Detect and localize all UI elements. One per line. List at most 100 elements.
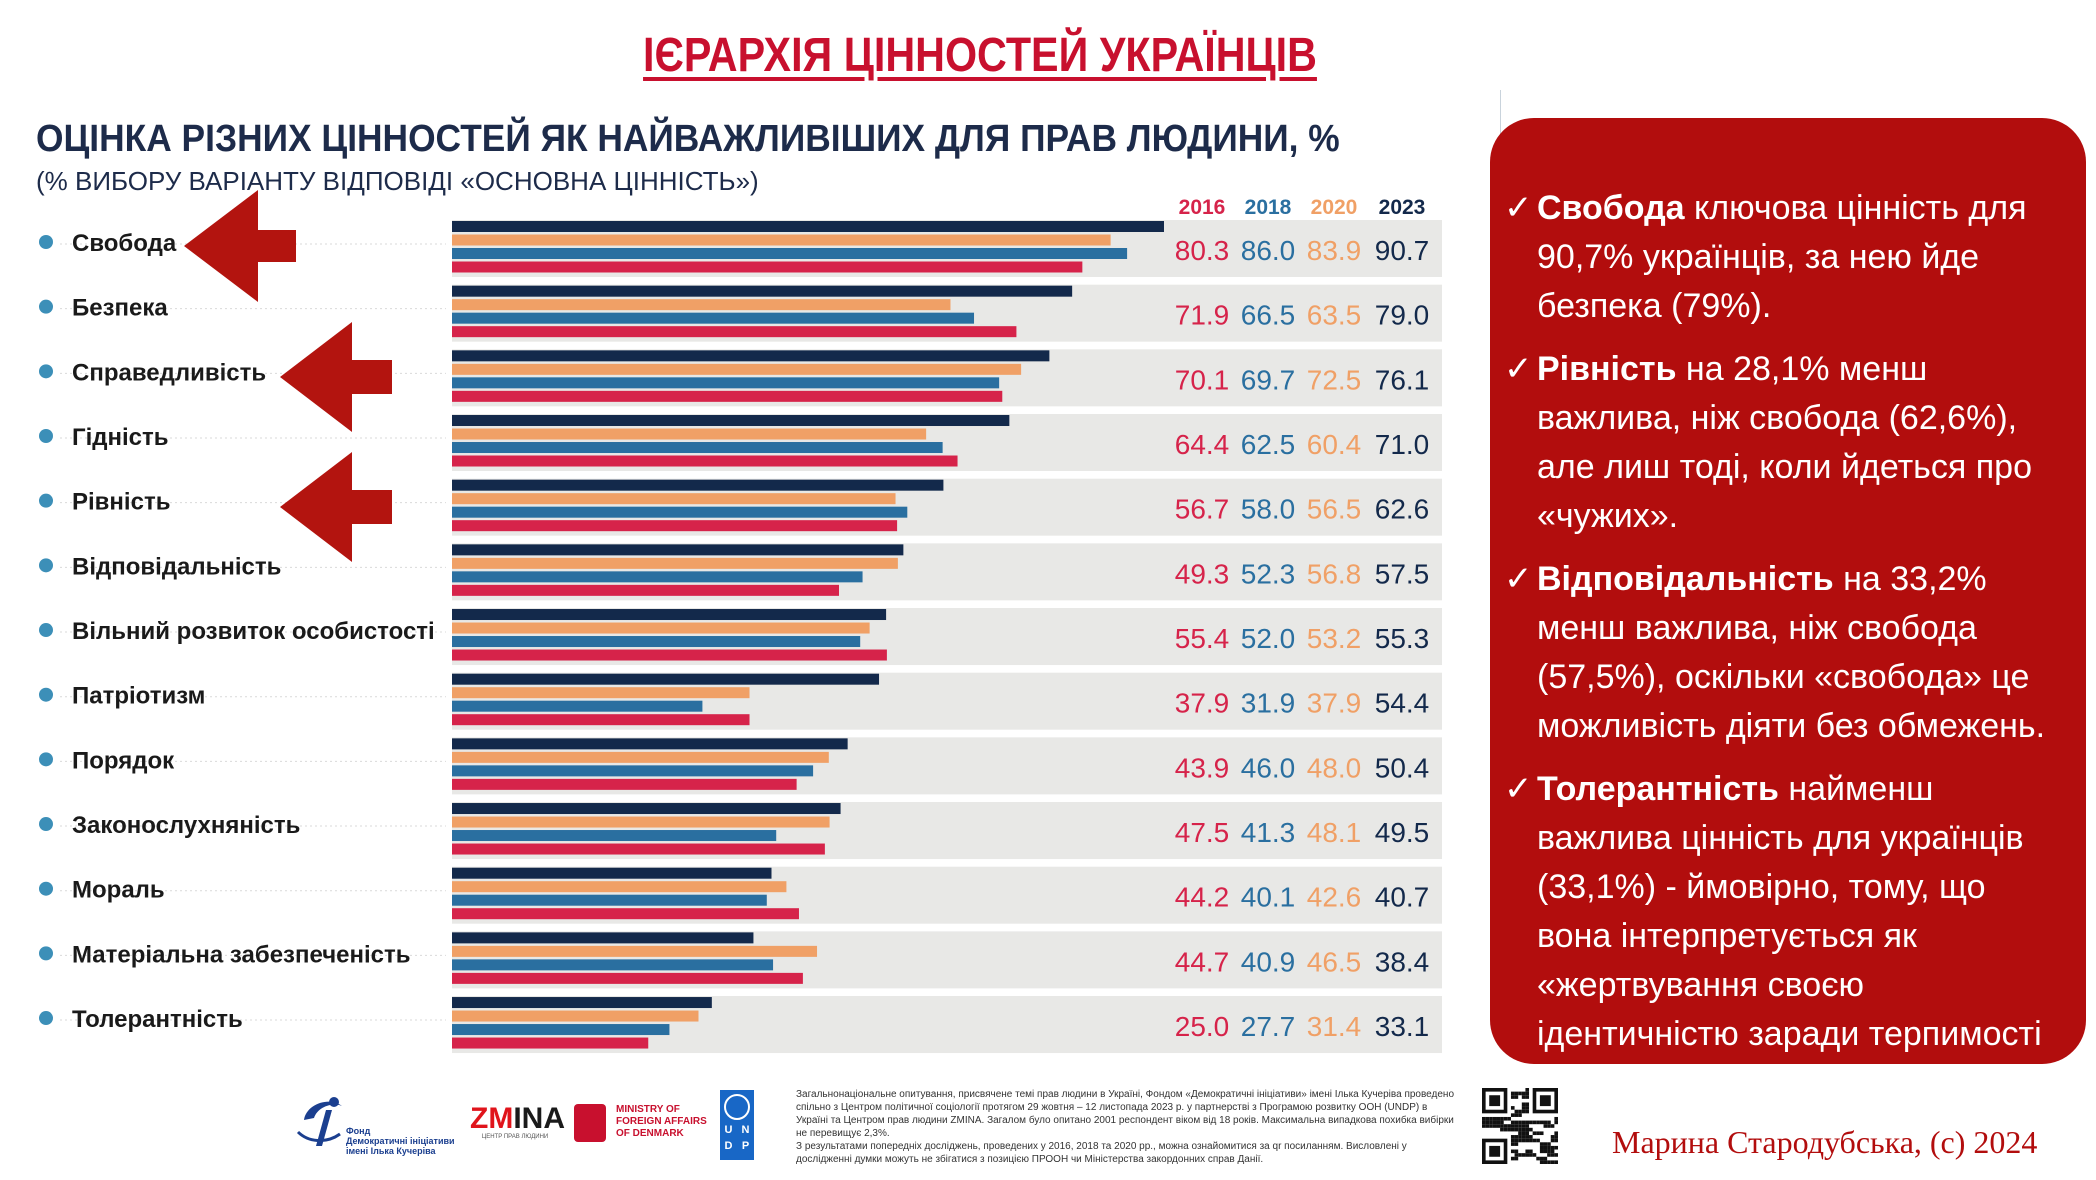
data-label-2016: 56.7 [1175, 494, 1230, 525]
bar-2016 [452, 972, 803, 984]
bar-2020 [452, 363, 1022, 375]
logo-text: Демократичні ініціативи [346, 1136, 455, 1146]
bar-2016 [452, 649, 887, 661]
data-label-2023: 90.7 [1375, 235, 1430, 266]
qr-code-icon[interactable] [1482, 1088, 1558, 1164]
data-label-2018: 52.0 [1241, 623, 1296, 654]
check-icon: ✓ [1504, 350, 1533, 388]
bar-2020 [452, 622, 870, 634]
category-label: Законослухняність [72, 812, 300, 839]
bar-2016 [452, 455, 958, 467]
logo-text: ZM [470, 1102, 514, 1135]
data-label-2016: 43.9 [1175, 752, 1230, 783]
logo-text: INA [513, 1102, 565, 1135]
data-label-2018: 41.3 [1241, 817, 1296, 848]
divider [1500, 90, 1501, 150]
bullet-icon [39, 623, 53, 638]
logo-text: Фонд [346, 1126, 371, 1136]
data-label-2020: 46.5 [1307, 946, 1362, 977]
bar-2018 [452, 248, 1128, 259]
logo-text: OF DENMARK [616, 1128, 684, 1139]
point-text: на 28,1% менш важлива, ніж свобода (62,6… [1537, 350, 2032, 535]
data-label-2020: 60.4 [1307, 429, 1362, 460]
bar-2020 [452, 1010, 699, 1022]
category-label: Мораль [72, 877, 165, 904]
data-label-2018: 46.0 [1241, 752, 1296, 783]
bullet-icon [39, 364, 53, 379]
footnote-text: Загальнонаціональне опитування, присвяче… [796, 1089, 1455, 1139]
data-label-2016: 55.4 [1175, 623, 1230, 654]
bar-2020 [452, 881, 787, 893]
category-label: Рівність [72, 489, 170, 516]
data-label-2023: 55.3 [1375, 623, 1430, 654]
data-label-2023: 76.1 [1375, 364, 1430, 395]
bar-2016 [452, 326, 1017, 338]
bar-2018 [452, 377, 1000, 389]
bar-2023 [452, 738, 848, 750]
data-label-2016: 80.3 [1175, 235, 1230, 266]
category-label: Патріотизм [72, 683, 205, 710]
data-label-2023: 33.1 [1375, 1011, 1430, 1042]
footnote-text: З результатами попередніх досліджень, пр… [796, 1141, 1407, 1165]
bar-2023 [452, 932, 754, 944]
bullet-icon [39, 299, 53, 314]
data-label-2020: 72.5 [1307, 364, 1362, 395]
data-label-2018: 31.9 [1241, 688, 1296, 719]
data-label-2023: 50.4 [1375, 752, 1430, 783]
bar-2018 [452, 894, 767, 906]
zmina-logo-icon: ZMINA ЦЕНТР ПРАВ ЛЮДИНИ [470, 1102, 565, 1150]
point-text: на 33,2% менш важлива, ніж свобода (57,5… [1537, 560, 2046, 745]
data-label-2023: 40.7 [1375, 882, 1430, 913]
data-label-2018: 86.0 [1241, 235, 1296, 266]
data-label-2020: 48.1 [1307, 817, 1362, 848]
bullet-icon [39, 493, 53, 508]
bar-2023 [452, 415, 1010, 427]
check-icon: ✓ [1504, 560, 1533, 598]
bar-2018 [452, 506, 908, 518]
summary-point: ✓ Рівність на 28,1% менш важлива, ніж св… [1504, 345, 2064, 541]
point-keyword: Відповідальність [1537, 560, 1834, 598]
bullet-icon [39, 881, 53, 896]
data-label-2020: 37.9 [1307, 688, 1362, 719]
category-label: Матеріальна забезпеченість [72, 941, 411, 968]
point-keyword: Рівність [1537, 350, 1677, 388]
bar-2020 [452, 816, 830, 828]
data-label-2018: 62.5 [1241, 429, 1296, 460]
summary-point: ✓ Толерантність найменш важлива цінність… [1504, 765, 2064, 1108]
logo-text: U [724, 1124, 733, 1136]
denmark-crest-icon: MINISTRY OF FOREIGN AFFAIRS OF DENMARK [574, 1100, 714, 1144]
data-label-2020: 56.8 [1307, 558, 1362, 589]
logo-text: ЦЕНТР ПРАВ ЛЮДИНИ [481, 1134, 549, 1140]
data-label-2018: 58.0 [1241, 494, 1296, 525]
bar-2016 [452, 261, 1083, 273]
legend-year-label: 2020 [1311, 196, 1358, 219]
category-label: Гідність [72, 424, 169, 451]
footnote: Загальнонаціональне опитування, присвяче… [796, 1088, 1456, 1166]
bar-2018 [452, 442, 943, 454]
bullet-icon [39, 429, 53, 444]
data-label-2023: 57.5 [1375, 558, 1430, 589]
logo-text: FOREIGN AFFAIRS [616, 1116, 707, 1127]
bar-2023 [452, 609, 887, 621]
bar-2020 [452, 687, 750, 699]
category-label: Вільний розвиток особистості [72, 618, 435, 645]
chart-subtitle: (% ВИБОРУ ВАРІАНТУ ВІДПОВІДІ «ОСНОВНА ЦІ… [36, 166, 759, 196]
data-label-2023: 62.6 [1375, 494, 1430, 525]
data-label-2016: 49.3 [1175, 558, 1230, 589]
data-label-2023: 49.5 [1375, 817, 1430, 848]
category-label: Справедливість [72, 359, 266, 386]
bar-2023 [452, 350, 1050, 362]
data-label-2023: 38.4 [1375, 946, 1430, 977]
bar-2023 [452, 221, 1164, 232]
bar-2023 [452, 803, 841, 815]
chart-title: ОЦІНКА РІЗНИХ ЦІННОСТЕЙ ЯК НАЙВАЖЛИВІШИХ… [36, 118, 1340, 160]
data-label-2020: 63.5 [1307, 300, 1362, 331]
bar-2023 [452, 544, 904, 556]
bar-2020 [452, 299, 951, 311]
bar-2016 [452, 584, 840, 596]
bar-2018 [452, 700, 703, 712]
bar-chart: 2016 2018 2020 2023 Свобода 80.3 86.0 83.9 90.7 Б… [39, 196, 1442, 1054]
data-label-2016: 64.4 [1175, 429, 1230, 460]
data-label-2020: 53.2 [1307, 623, 1362, 654]
bar-2023 [452, 479, 944, 491]
